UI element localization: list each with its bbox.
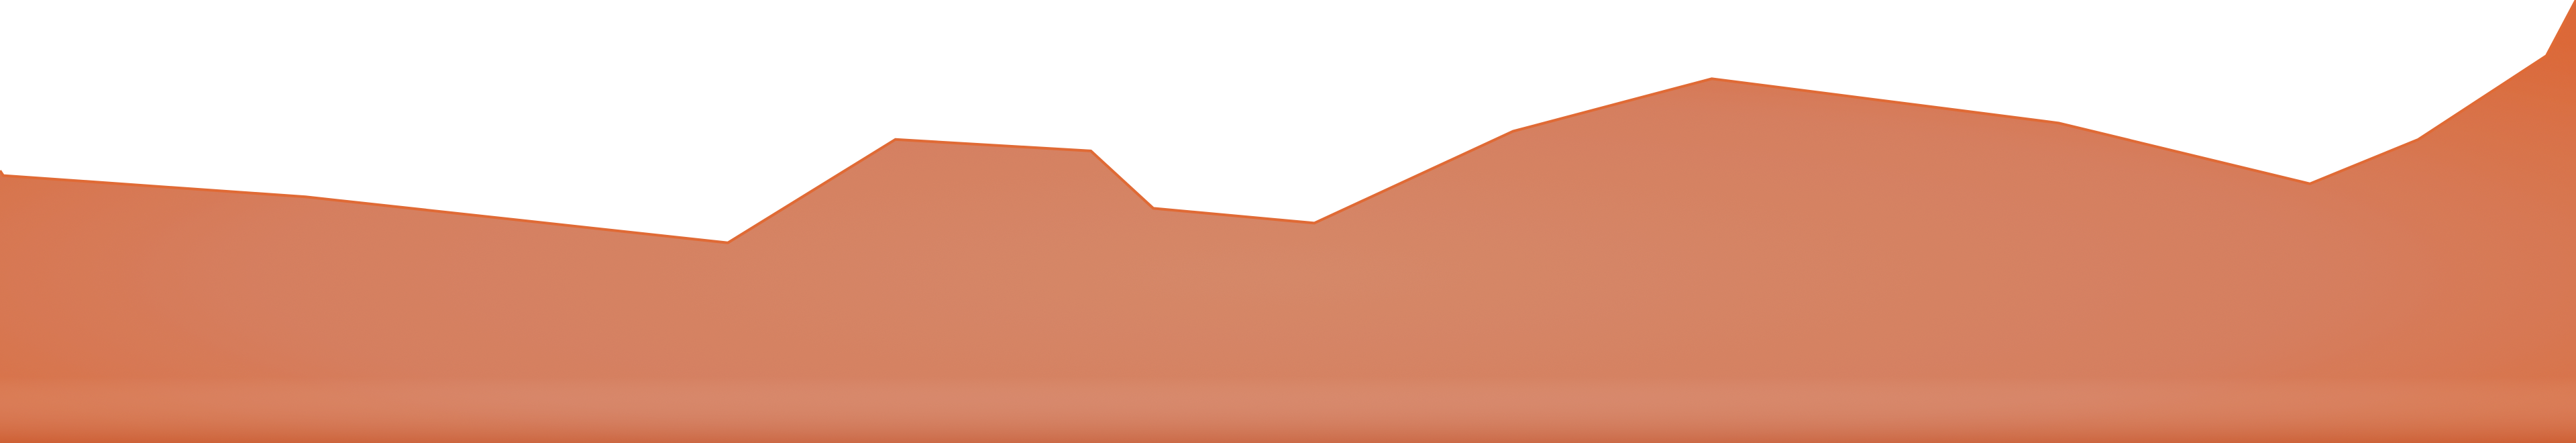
data-point-0-12 <box>2418 139 2419 140</box>
data-point-0-10 <box>2058 122 2059 124</box>
data-point-0-5 <box>1090 150 1091 152</box>
data-point-0-8 <box>1513 131 1514 132</box>
data-point-0-6 <box>1152 207 1154 209</box>
data-point-0-2 <box>305 196 307 197</box>
data-point-0-3 <box>727 242 729 244</box>
data-point-0-4 <box>895 139 896 140</box>
data-point-0-1 <box>3 175 4 177</box>
data-point-0-11 <box>2309 183 2310 185</box>
area-series-0-line <box>0 0 2576 244</box>
data-point-0-7 <box>1313 222 1315 224</box>
data-point-0-9 <box>1711 78 1713 79</box>
data-point-0-13 <box>2546 55 2547 56</box>
